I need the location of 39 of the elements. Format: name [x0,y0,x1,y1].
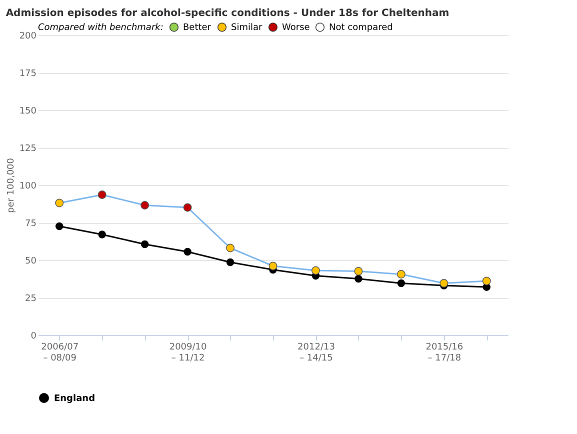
legend-label: Similar [231,23,262,34]
x-tick-label: 2015/16 – 17/18 [426,342,464,364]
point [354,274,362,283]
legend-label: Better [183,23,212,34]
point [396,270,406,278]
x-tick-label: 2009/10 – 11/12 [169,342,208,364]
chart-title: Admission episodes for alcohol-specific conditions - Under 18s for Cheltenham [6,8,450,19]
point [140,240,149,248]
y-tick-label: 100 [19,182,37,192]
point [354,267,363,276]
y-tick-label: 25 [25,294,36,304]
y-tick-label: 200 [19,32,37,42]
legend-title: Compared with benchmark: [38,23,164,33]
point [98,230,106,238]
y-tick-label: 125 [19,144,36,154]
y-axis-title: per 100,000 [6,158,16,214]
point [184,248,192,256]
point [268,262,278,270]
point [312,266,320,275]
y-tick-label: 150 [19,106,37,116]
legend-label: Worse [282,23,310,34]
x-tick-label: 2006/07 – 08/09 [41,342,79,364]
point [140,201,150,210]
point [183,203,192,212]
y-tick-label: 75 [25,219,36,229]
point [397,279,406,288]
legend-label: England [54,394,96,404]
y-tick-label: 0 [30,332,37,342]
point [226,244,234,252]
point [55,222,64,230]
legend-label: Not compared [329,23,393,34]
point [482,276,491,286]
x-tick-label: 2012/13 – 14/15 [298,342,335,364]
point [440,279,448,288]
point [55,198,64,208]
y-tick-label: 50 [25,256,37,266]
y-tick-label: 175 [19,69,36,79]
point [226,258,234,266]
point [98,190,106,199]
